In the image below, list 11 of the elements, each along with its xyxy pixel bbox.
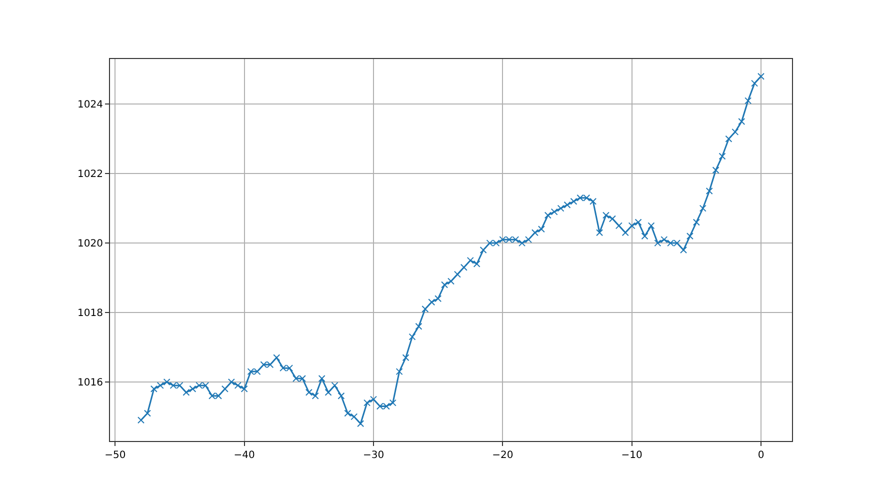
y-tick-label: 1024 bbox=[78, 100, 103, 111]
x-tick-label: −40 bbox=[234, 450, 255, 461]
x-tick-label: −20 bbox=[492, 450, 514, 461]
y-tick-label: 1016 bbox=[78, 377, 103, 388]
y-tick-label: 1018 bbox=[78, 308, 103, 320]
y-tick-label: 1022 bbox=[78, 169, 103, 180]
y-tick-label: 1020 bbox=[78, 238, 103, 250]
x-tick-label: −10 bbox=[621, 450, 642, 461]
x-tick-label: −50 bbox=[104, 450, 126, 461]
x-tick-label: −30 bbox=[362, 450, 384, 461]
x-tick-label: 0 bbox=[758, 450, 764, 461]
